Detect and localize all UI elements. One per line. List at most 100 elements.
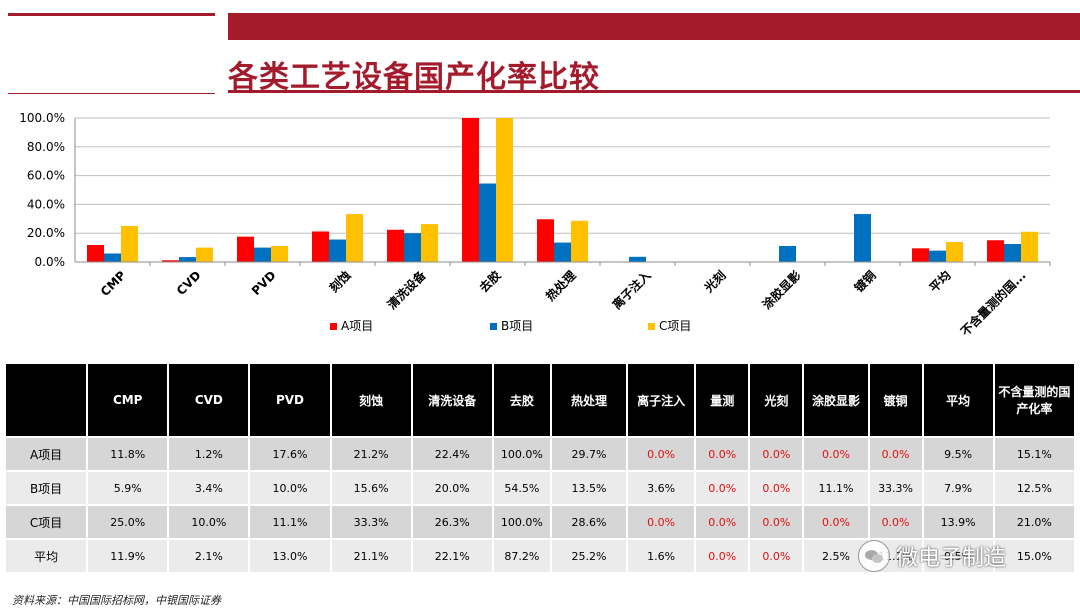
watermark: 微电子制造 <box>858 540 1006 572</box>
table-header: 镀铜 <box>869 364 922 436</box>
row-label: C项目 <box>6 506 87 538</box>
table-cell: 54.5% <box>493 472 550 504</box>
bar <box>104 253 121 262</box>
table-cell: 0.0% <box>696 438 749 470</box>
bar <box>404 233 421 262</box>
table-row: B项目 5.9% 3.4% 10.0% 15.6% 20.0% 54.5% 13.5% 3.6%… <box>6 472 1074 504</box>
bar <box>987 240 1004 262</box>
table-cell: 29.7% <box>551 438 627 470</box>
x-tick-label: 涂胶显影 <box>759 268 804 313</box>
table-cell: 28.6% <box>551 506 627 538</box>
table-header: 去胶 <box>493 364 550 436</box>
table-cell: 87.2% <box>493 540 550 572</box>
table-cell: 11.1% <box>250 506 330 538</box>
x-tick-label: 镀铜 <box>851 268 879 296</box>
bar <box>854 214 871 262</box>
bar <box>271 246 288 262</box>
table-header: CMP <box>88 364 168 436</box>
table-header: 量测 <box>696 364 749 436</box>
table-cell: 0.0% <box>696 506 749 538</box>
left-divider <box>8 93 215 94</box>
x-tick-label: CVD <box>174 268 204 298</box>
bar <box>929 250 946 262</box>
x-tick-label: 刻蚀 <box>326 268 354 296</box>
table-cell: 33.3% <box>869 472 922 504</box>
x-tick-label: 清洗设备 <box>384 267 429 312</box>
bar <box>237 236 254 262</box>
table-cell: 3.4% <box>169 472 249 504</box>
bar <box>554 242 571 262</box>
table-row: 平均 11.9% 2.1% 13.0% 21.1% 22.1% 87.2% 25.2% 1.6%… <box>6 540 1074 572</box>
bar <box>1004 244 1021 262</box>
table-cell: 10.0% <box>250 472 330 504</box>
table-header: 光刻 <box>750 364 803 436</box>
x-tick-label: CMP <box>98 268 129 299</box>
table-header: 刻蚀 <box>331 364 411 436</box>
table-cell: 11.8% <box>88 438 168 470</box>
table-cell: 25.2% <box>551 540 627 572</box>
table-header: 离子注入 <box>628 364 695 436</box>
table-cell: 0.0% <box>804 506 868 538</box>
y-tick-label: 60.0% <box>27 169 65 183</box>
table-corner <box>6 364 87 436</box>
table-header: 不含量测的国产化率 <box>994 364 1074 436</box>
table-cell: 2.1% <box>169 540 249 572</box>
y-tick-label: 20.0% <box>27 226 65 240</box>
table-cell: 5.9% <box>88 472 168 504</box>
slide-title: 各类工艺设备国产化率比较 <box>228 60 600 95</box>
top-accent-line <box>8 13 215 16</box>
table-cell: 22.1% <box>412 540 492 572</box>
table-cell: 0.0% <box>750 506 803 538</box>
bar <box>196 247 213 262</box>
top-accent-bar <box>228 13 1080 40</box>
y-tick-label: 80.0% <box>27 140 65 154</box>
bar <box>496 118 513 262</box>
table-header: 涂胶显影 <box>804 364 868 436</box>
data-table: CMP CVD PVD 刻蚀 清洗设备 去胶 热处理 离子注入 量测 光刻 涂胶显影 镀铜 平均 不含量测… <box>4 362 1076 574</box>
bar <box>87 245 104 262</box>
bar <box>462 118 479 262</box>
bar <box>162 260 179 262</box>
table-cell: 0.0% <box>750 438 803 470</box>
bar <box>537 219 554 262</box>
table-cell: 0.0% <box>696 540 749 572</box>
x-tick-label: 不含量测的国... <box>957 268 1028 339</box>
table-cell: 17.6% <box>250 438 330 470</box>
table-cell: 21.1% <box>331 540 411 572</box>
x-tick-label: 去胶 <box>476 268 504 296</box>
title-underline <box>228 90 1080 93</box>
bar <box>571 220 588 262</box>
table-cell: 2.5% <box>804 540 868 572</box>
bar <box>479 183 496 262</box>
table-cell: 15.6% <box>331 472 411 504</box>
x-tick-label: 光刻 <box>700 268 728 296</box>
bar <box>946 241 963 262</box>
table-cell: 22.4% <box>412 438 492 470</box>
table-cell: 21.2% <box>331 438 411 470</box>
table-header: PVD <box>250 364 330 436</box>
table-cell: 0.0% <box>750 540 803 572</box>
table-header: 热处理 <box>551 364 627 436</box>
x-tick-label: 平均 <box>926 268 954 296</box>
table-cell: 0.0% <box>628 438 695 470</box>
table-cell: 11.9% <box>88 540 168 572</box>
table-cell: 15.1% <box>994 438 1074 470</box>
table-cell: 100.0% <box>493 438 550 470</box>
table-cell: 3.6% <box>628 472 695 504</box>
table-cell: 12.5% <box>994 472 1074 504</box>
table-cell: 25.0% <box>88 506 168 538</box>
bar <box>329 239 346 262</box>
table-cell: 26.3% <box>412 506 492 538</box>
bar <box>346 214 363 262</box>
bar <box>121 226 138 262</box>
bar <box>1021 231 1038 262</box>
table-cell: 15.0% <box>994 540 1074 572</box>
table-row: A项目 11.8% 1.2% 17.6% 21.2% 22.4% 100.0% 29.7% 0.… <box>6 438 1074 470</box>
bar <box>629 256 646 262</box>
legend-swatch <box>648 323 655 330</box>
table-cell: 1.6% <box>628 540 695 572</box>
table-row: C项目 25.0% 10.0% 11.1% 33.3% 26.3% 100.0% 28.6% 0… <box>6 506 1074 538</box>
legend-label: C项目 <box>659 319 691 333</box>
legend-label: B项目 <box>501 319 533 333</box>
table-cell: 9.5% <box>923 438 993 470</box>
